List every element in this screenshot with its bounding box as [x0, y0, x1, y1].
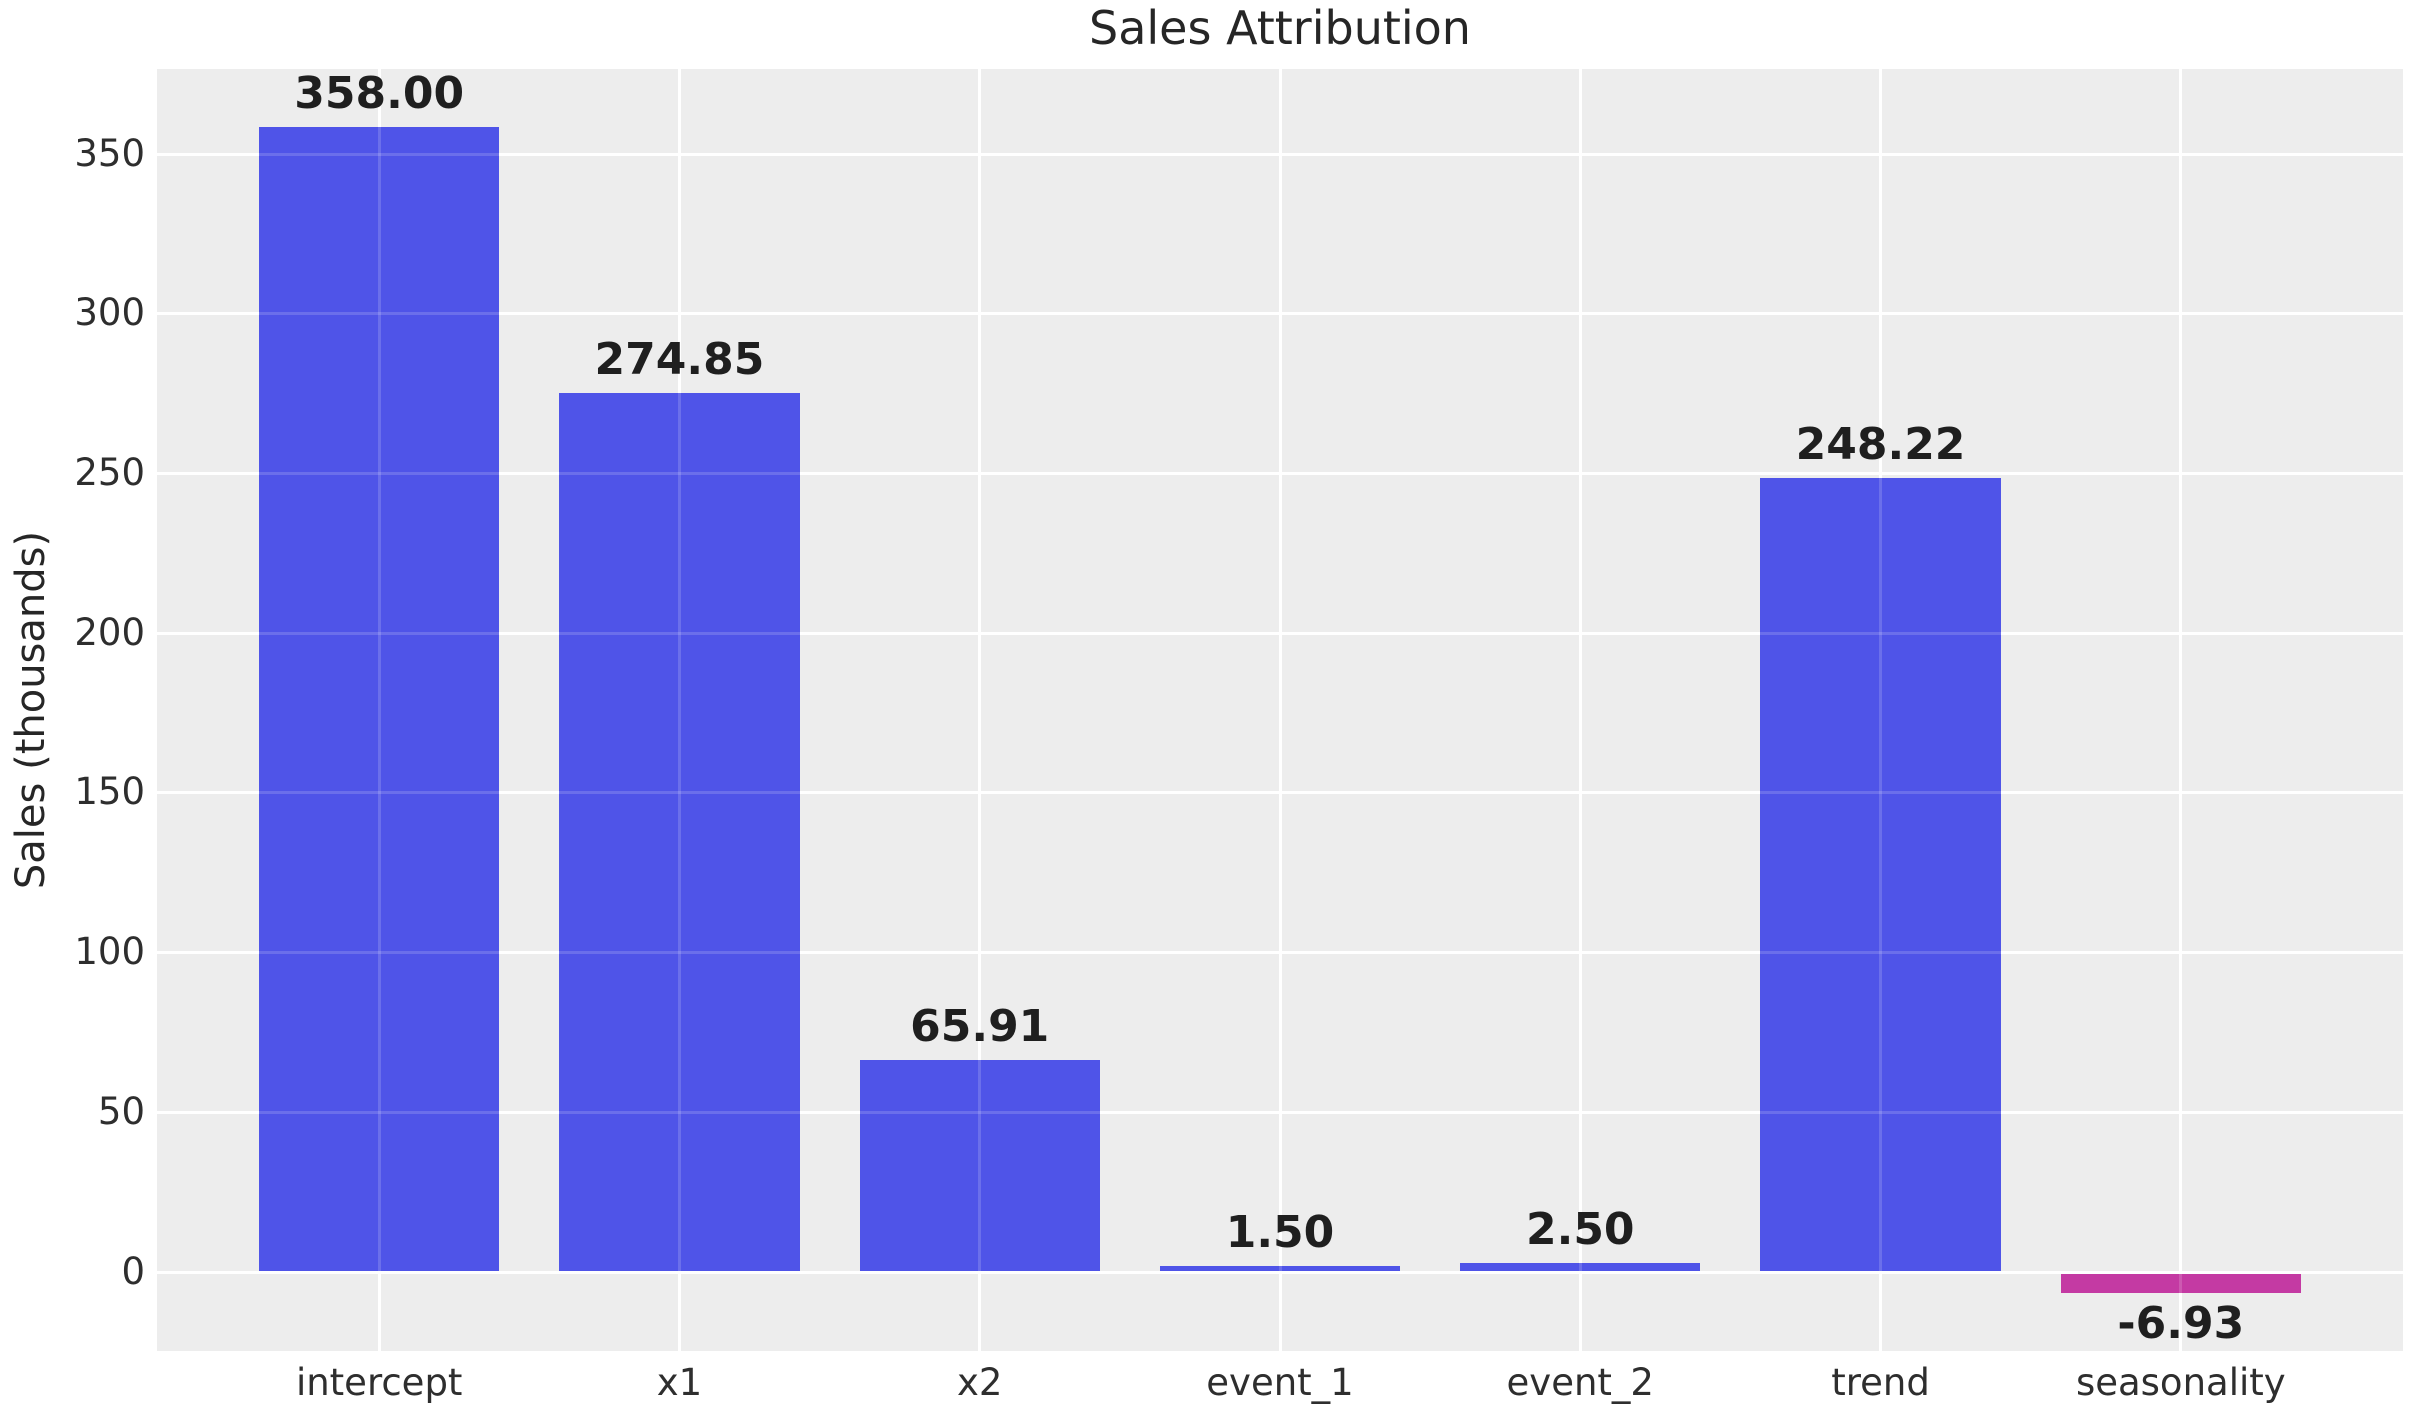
y-tick-label: 100 [74, 930, 145, 974]
plot-area: 358.00 274.85 65.91 1.50 2.50 248.22 -6.93 [157, 69, 2403, 1351]
bar-trend [1760, 477, 2001, 1271]
bar-value-label: 65.91 [910, 1001, 1050, 1052]
grid-line-vertical [978, 69, 982, 1351]
x-tick-label-x2: x2 [957, 1361, 1003, 1404]
grid-line-horizontal-overlay [157, 152, 2403, 156]
grid-line-horizontal-overlay [157, 472, 2403, 476]
y-tick-label: 200 [74, 610, 145, 654]
bar-seasonality [2060, 1273, 2301, 1293]
bar-value-label: 1.50 [1225, 1206, 1335, 1258]
grid-line-vertical-overlay [2179, 69, 2183, 1351]
x-tick-label-x1: x1 [656, 1361, 703, 1404]
y-tick-label: 150 [74, 770, 145, 814]
bar-value-label: 358.00 [294, 68, 465, 120]
y-tick-label: 50 [97, 1089, 145, 1133]
x-tick-label-intercept: intercept [295, 1361, 463, 1404]
grid-line-vertical-overlay [978, 69, 982, 1351]
bar-value-label: -6.93 [2117, 1297, 2245, 1349]
grid-line-vertical [2179, 69, 2183, 1351]
chart-title: Sales Attribution [1089, 1, 1471, 55]
bar-event_2 [1460, 1262, 1701, 1271]
bar-value-label: 274.85 [594, 333, 765, 385]
grid-line-vertical-overlay [1578, 69, 1582, 1351]
bar-event_1 [1159, 1265, 1401, 1271]
y-tick-label: 300 [74, 291, 145, 335]
x-tick-label-event_1: event_1 [1206, 1361, 1354, 1404]
grid-line-horizontal-overlay [157, 631, 2403, 635]
bar-value-label: 248.22 [1795, 418, 1966, 470]
grid-line-vertical [1278, 69, 1282, 1351]
x-tick-label-trend: trend [1831, 1361, 1930, 1404]
y-axis-label: Sales (thousands) [8, 530, 54, 890]
grid-line-vertical [1578, 69, 1582, 1351]
grid-line-horizontal-overlay [157, 1270, 2403, 1274]
grid-line-horizontal-overlay [157, 1110, 2403, 1114]
x-tick-label-seasonality: seasonality [2075, 1361, 2286, 1404]
grid-line-vertical-overlay [677, 69, 681, 1351]
grid-line-horizontal-overlay [157, 312, 2403, 316]
bar-x2 [859, 1060, 1100, 1271]
y-tick-label: 350 [74, 131, 145, 175]
bar-x1 [559, 392, 800, 1271]
bar-intercept [259, 127, 500, 1271]
grid-line-vertical-overlay [1278, 69, 1282, 1351]
bar-value-label: 2.50 [1525, 1203, 1635, 1255]
grid-line-vertical-overlay [1879, 69, 1883, 1351]
y-tick-label: 250 [74, 451, 145, 495]
x-tick-label-event_2: event_2 [1506, 1361, 1654, 1404]
y-tick-label: 0 [121, 1249, 145, 1293]
grid-line-vertical-overlay [377, 69, 381, 1351]
grid-line-horizontal-overlay [157, 951, 2403, 955]
grid-line-horizontal-overlay [157, 791, 2403, 795]
